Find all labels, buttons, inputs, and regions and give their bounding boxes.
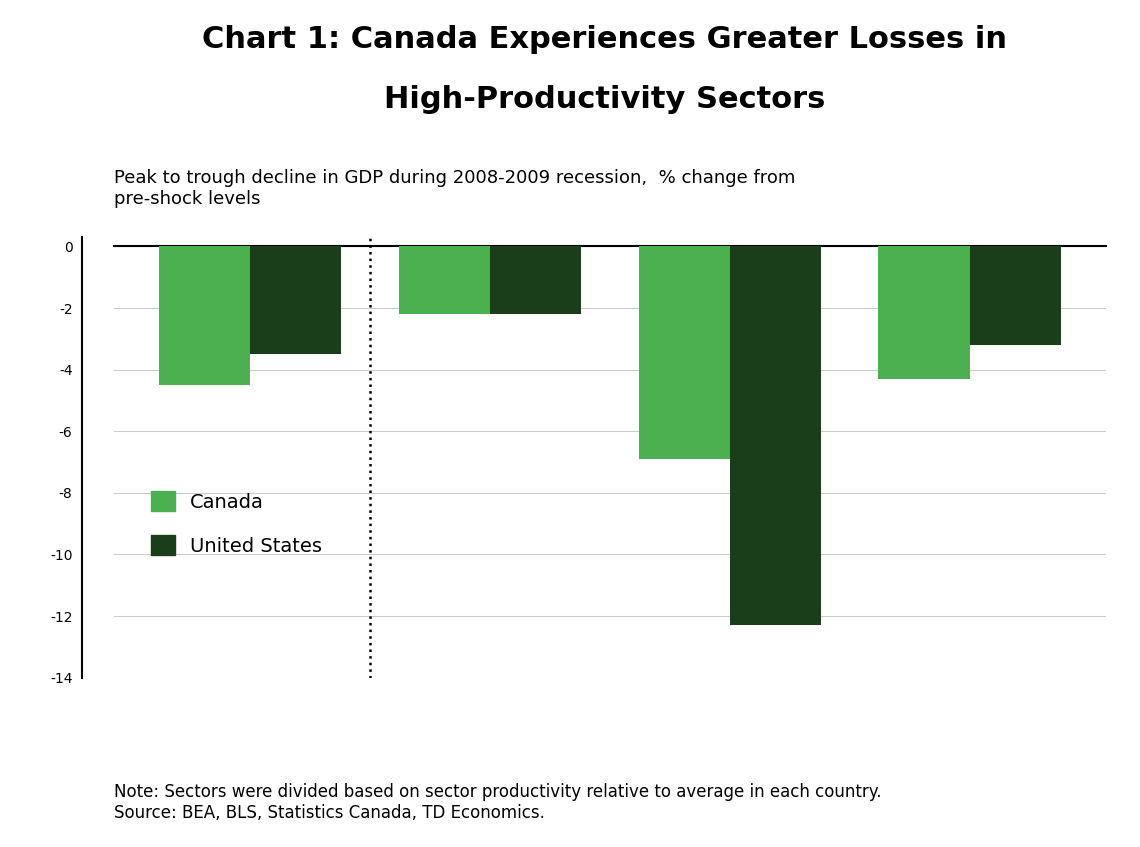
Text: High-Productivity Sectors: High-Productivity Sectors	[383, 85, 825, 113]
Bar	[399, 246, 490, 314]
Text: Peak to trough decline in GDP during 2008-2009 recession,  % change from
pre-sho: Peak to trough decline in GDP during 200…	[114, 169, 796, 208]
Legend: Canada, United States: Canada, United States	[144, 484, 329, 563]
Bar	[250, 246, 341, 354]
Bar	[970, 246, 1060, 345]
Text: Chart 1: Canada Experiences Greater Losses in: Chart 1: Canada Experiences Greater Loss…	[202, 25, 1007, 54]
Bar	[730, 246, 821, 625]
Bar	[638, 246, 730, 459]
Bar	[879, 246, 970, 379]
Text: Note: Sectors were divided based on sector productivity relative to average in e: Note: Sectors were divided based on sect…	[114, 783, 881, 822]
Bar	[160, 246, 250, 385]
Bar	[490, 246, 581, 314]
